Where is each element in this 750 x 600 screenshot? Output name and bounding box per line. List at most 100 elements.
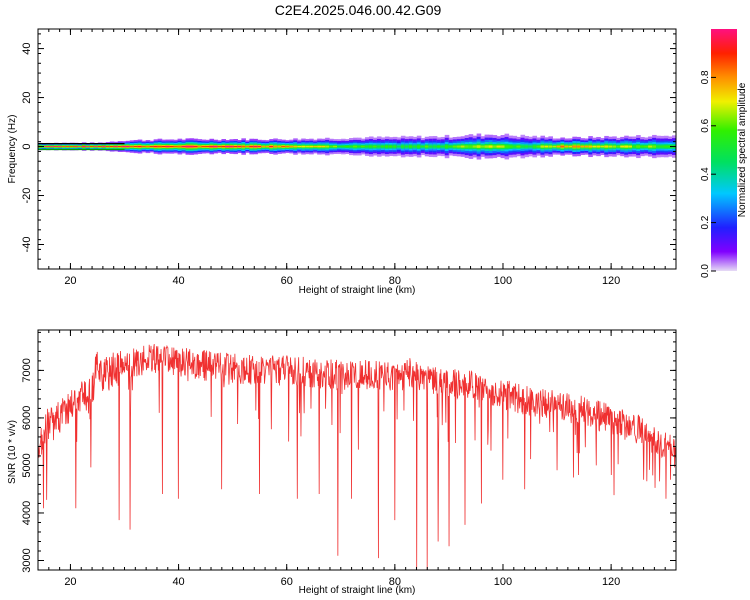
- spectrogram-cell: [161, 145, 167, 148]
- spectrogram-cell: [241, 145, 246, 148]
- spectrogram-cell: [337, 145, 342, 148]
- chart-title: C2E4.2025.046.00.42.G09: [274, 2, 442, 18]
- snr-panel: 20 40 60 80 100 120 7000 6000 5000 4000 3000 Heigh…: [7, 329, 677, 596]
- spectrogram-cell: [153, 145, 159, 148]
- spectrogram-cell: [392, 145, 398, 148]
- spectrogram-cell: [181, 145, 187, 148]
- spectrogram-cell: [552, 145, 557, 148]
- spectrogram-cell: [329, 145, 334, 148]
- spectrogram-cell: [41, 146, 47, 147]
- spectrogram-cell: [584, 145, 589, 148]
- spectrogram-cell: [436, 145, 442, 148]
- spectrogram-band: [38, 133, 676, 160]
- spectrogram-cell: [297, 145, 302, 148]
- spectrogram-cell: [644, 145, 649, 148]
- spectrogram-cell: [273, 145, 278, 148]
- spectrogram-cell: [129, 145, 135, 148]
- spectrogram-cell: [77, 146, 83, 147]
- spectrogram-cell: [368, 145, 374, 148]
- spectrogram-cell: [512, 145, 518, 148]
- spectrogram-cell: [400, 145, 406, 148]
- spectrogram-cell: [133, 145, 139, 148]
- spectrogram-cell: [341, 145, 346, 148]
- spectrogram-cell: [572, 145, 577, 148]
- spectrogram-cell: [496, 145, 502, 148]
- spectrogram-cell: [376, 145, 382, 148]
- spectrogram-cell: [364, 145, 370, 148]
- spectrogram-cell: [404, 145, 410, 148]
- spectrogram-cell: [516, 145, 522, 148]
- spectrogram-cell: [568, 145, 573, 148]
- spectrogram-cell: [544, 145, 549, 148]
- spectrogram-cell: [209, 145, 215, 148]
- spectrogram-panel: 20 40 60 80 100 120 40 20 0 -20 -40 Height of stra…: [7, 28, 677, 296]
- spectrogram-cell: [504, 145, 510, 148]
- spectrogram-cell: [89, 146, 95, 147]
- spectrogram-ticks: 20 40 60 80 100 120 40 20 0 -20 -40: [21, 29, 677, 287]
- spectrogram-cell: [588, 145, 593, 148]
- spectrogram-cell: [137, 145, 143, 148]
- y-tick-label: 20: [21, 91, 33, 103]
- x-tick-label: 60: [281, 576, 293, 588]
- spectrogram-cell: [113, 146, 119, 148]
- spectrogram-cell: [65, 146, 71, 147]
- spectrogram-cell: [177, 145, 183, 148]
- spectrogram-cell: [169, 145, 175, 148]
- spectrogram-cell: [97, 146, 103, 147]
- snr-frame: [37, 329, 677, 571]
- x-tick-label: 60: [281, 275, 293, 287]
- spectrogram-cell: [528, 145, 534, 148]
- spectrogram-cell: [540, 145, 546, 148]
- spectrogram-cell: [93, 146, 99, 147]
- spectrogram-cell: [213, 145, 219, 148]
- colorbar-tick-label: 0.8: [700, 70, 711, 84]
- spectrogram-cell: [357, 145, 362, 148]
- spectrogram-cell: [69, 146, 75, 147]
- spectrogram-cell: [193, 145, 199, 148]
- spectrogram-cell: [293, 145, 298, 148]
- spectrogram-cell: [185, 145, 191, 148]
- spectrogram-cell: [480, 145, 486, 148]
- spectrogram-cell: [576, 145, 581, 148]
- spectrogram-cell: [532, 145, 538, 148]
- x-tick-label: 100: [494, 275, 512, 287]
- spectrogram-cell: [117, 146, 123, 148]
- spectrogram-cell: [261, 145, 266, 148]
- spectrogram-cell: [664, 145, 669, 148]
- spectrogram-cell: [57, 146, 63, 147]
- spectrogram-cell: [105, 146, 111, 148]
- spectrogram-cell: [396, 145, 402, 148]
- spectrogram-cell: [253, 145, 258, 148]
- spectrogram-cell: [229, 145, 234, 148]
- colorbar-tick-label: 0.4: [700, 167, 711, 181]
- spectrogram-cell: [388, 145, 394, 148]
- spectrogram-cell: [636, 145, 641, 148]
- spectrogram-cell: [412, 145, 418, 148]
- spectrogram-cell: [349, 145, 354, 148]
- spectrogram-cell: [580, 145, 585, 148]
- colorbar-label: Normalized spectral amplitude: [737, 82, 748, 217]
- spectrogram-cell: [45, 146, 51, 147]
- spectrogram-cell: [61, 146, 67, 147]
- spectrogram-cell: [548, 145, 553, 148]
- x-tick-label: 40: [172, 275, 184, 287]
- spectrogram-cell: [432, 145, 438, 148]
- spectrogram-cell: [237, 145, 242, 148]
- spectrogram-cell: [456, 145, 462, 148]
- spectrogram-cell: [520, 145, 526, 148]
- snr-ticks: 20 40 60 80 100 120 7000 6000 5000 4000 3000: [21, 330, 677, 588]
- spectrogram-cell: [205, 145, 211, 148]
- x-tick-label: 20: [64, 576, 76, 588]
- y-tick-label: 4000: [21, 501, 33, 525]
- colorbar: 0.0 0.2 0.4 0.6 0.8 Normalized spectral ampl…: [700, 29, 748, 278]
- spectrogram-cell: [524, 145, 530, 148]
- spectrogram-cell: [257, 145, 262, 148]
- spectrogram-cell: [600, 145, 605, 148]
- x-tick-label: 120: [602, 576, 620, 588]
- spectrogram-cell: [608, 145, 613, 148]
- spectrogram-y-axis-title: Frequency (Hz): [7, 115, 18, 184]
- spectrogram-cell: [464, 145, 470, 148]
- y-tick-label: 5000: [21, 453, 33, 477]
- spectrogram-cell: [484, 145, 490, 148]
